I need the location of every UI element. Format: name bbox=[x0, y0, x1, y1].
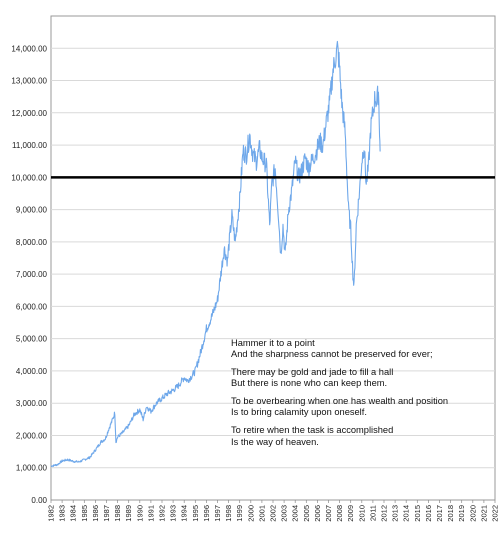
x-tick-label: 2009 bbox=[346, 505, 355, 522]
x-tick-label: 1995 bbox=[191, 505, 200, 522]
quote-stanza-4: To retire when the task is accomplished … bbox=[231, 425, 496, 448]
quote-stanza-3: To be overbearing when one has wealth an… bbox=[231, 396, 496, 419]
x-tick-label: 2017 bbox=[435, 505, 444, 522]
x-tick-label: 1990 bbox=[135, 505, 144, 522]
quote-line: And the sharpness cannot be preserved fo… bbox=[231, 349, 433, 360]
y-tick-label: 13,000.00 bbox=[11, 77, 47, 86]
y-tick-label: 3,000.00 bbox=[16, 399, 48, 408]
x-tick-labels: 1982 1983 1984 1985 1986 1987 1988 1989 1990 1991… bbox=[47, 500, 500, 522]
quote-line: To retire when the task is accomplished bbox=[231, 425, 394, 436]
x-tick-label: 2007 bbox=[324, 505, 333, 522]
quote-line: Hammer it to a point bbox=[231, 338, 315, 348]
x-tick-label: 2002 bbox=[269, 505, 278, 522]
y-tick-label: 9,000.00 bbox=[16, 206, 48, 215]
y-tick-label: 1,000.00 bbox=[16, 464, 48, 473]
y-tick-label: 5,000.00 bbox=[16, 335, 48, 344]
y-tick-label: 10,000.00 bbox=[11, 173, 47, 182]
x-tick-label: 1988 bbox=[113, 505, 122, 522]
x-tick-label: 2018 bbox=[446, 505, 455, 522]
x-tick-label: 1989 bbox=[124, 505, 133, 522]
x-tick-label: 2004 bbox=[291, 505, 300, 522]
x-tick-label: 1992 bbox=[158, 505, 167, 522]
x-tick-label: 2020 bbox=[468, 505, 477, 522]
x-tick-label: 2021 bbox=[479, 505, 488, 522]
y-tick-label: 14,000.00 bbox=[11, 44, 47, 53]
y-tick-label: 4,000.00 bbox=[16, 367, 48, 376]
x-tick-label: 1985 bbox=[80, 505, 89, 522]
x-tick-label: 2015 bbox=[413, 505, 422, 522]
y-tick-label: 2,000.00 bbox=[16, 431, 48, 440]
x-tick-label: 2003 bbox=[280, 505, 289, 522]
x-tick-label: 2012 bbox=[380, 505, 389, 522]
x-tick-label: 2019 bbox=[457, 505, 466, 522]
x-tick-label: 2010 bbox=[357, 505, 366, 522]
x-tick-label: 1997 bbox=[213, 505, 222, 522]
x-tick-label: 1994 bbox=[180, 505, 189, 522]
x-tick-label: 2014 bbox=[402, 505, 411, 522]
x-tick-label: 2013 bbox=[391, 505, 400, 522]
y-tick-label: 0.00 bbox=[31, 496, 47, 505]
quote-line: Is to bring calamity upon oneself. bbox=[231, 407, 367, 418]
x-tick-label: 2022 bbox=[491, 505, 500, 522]
x-tick-label: 1983 bbox=[58, 505, 67, 522]
quote-line: But there is none who can keep them. bbox=[231, 378, 388, 389]
y-tick-label: 6,000.00 bbox=[16, 302, 48, 311]
x-tick-label: 1999 bbox=[235, 505, 244, 522]
quote-stanza-2: There may be gold and jade to fill a hal… bbox=[231, 367, 496, 390]
quote-line: Is the way of heaven. bbox=[231, 436, 319, 447]
series-layer bbox=[50, 40, 381, 468]
quote-text-box: Hammer it to a point And the sharpness c… bbox=[231, 338, 496, 454]
y-tick-label: 7,000.00 bbox=[16, 270, 48, 279]
x-tick-label: 2006 bbox=[313, 505, 322, 522]
quote-line: There may be gold and jade to fill a hal… bbox=[231, 367, 394, 378]
y-tick-label: 12,000.00 bbox=[11, 109, 47, 118]
x-tick-label: 2005 bbox=[302, 505, 311, 522]
x-tick-label: 1991 bbox=[146, 505, 155, 522]
x-tick-label: 1993 bbox=[169, 505, 178, 522]
y-tick-labels: 0.00 1,000.00 2,000.00 3,000.00 4,000.00 5,00… bbox=[11, 44, 47, 505]
x-tick-label: 2001 bbox=[257, 505, 266, 522]
quote-stanza-1: Hammer it to a point And the sharpness c… bbox=[231, 338, 496, 361]
x-tick-label: 1982 bbox=[47, 505, 56, 522]
series-line bbox=[50, 40, 381, 468]
x-tick-label: 1987 bbox=[102, 505, 111, 522]
x-tick-label: 1996 bbox=[202, 505, 211, 522]
y-tick-label: 8,000.00 bbox=[16, 238, 48, 247]
x-tick-label: 2016 bbox=[424, 505, 433, 522]
x-tick-label: 2000 bbox=[246, 505, 255, 522]
x-tick-label: 1986 bbox=[91, 505, 100, 522]
x-tick-label: 2011 bbox=[368, 505, 377, 521]
x-tick-label: 2008 bbox=[335, 505, 344, 522]
quote-line: To be overbearing when one has wealth an… bbox=[231, 396, 449, 407]
y-tick-label: 11,000.00 bbox=[12, 141, 48, 150]
x-tick-label: 1984 bbox=[69, 505, 78, 522]
x-tick-label: 1998 bbox=[224, 505, 233, 522]
